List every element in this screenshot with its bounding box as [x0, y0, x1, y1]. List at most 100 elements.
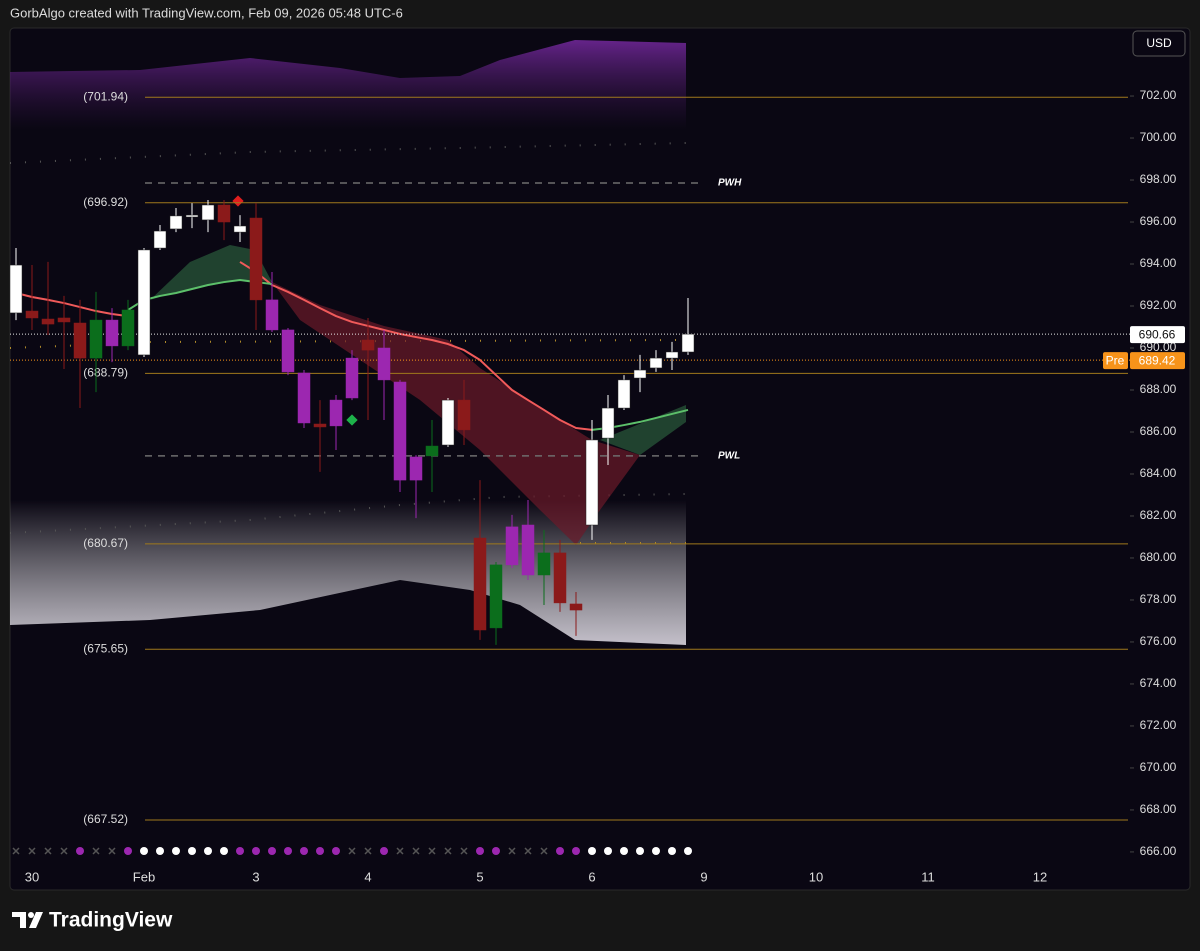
currency-label: USD: [1146, 36, 1172, 50]
signal-dot: [156, 847, 164, 855]
y-tick-label: 690.00: [1140, 340, 1177, 354]
candle-body: [249, 217, 263, 301]
signal-dot: [124, 847, 132, 855]
currency-button[interactable]: [1132, 30, 1186, 57]
candle-body: [377, 347, 391, 381]
candle-body: [329, 399, 343, 427]
signal-dot: [188, 847, 196, 855]
signal-cross: [108, 847, 116, 855]
brand-name: TradingView: [49, 909, 173, 932]
candle-body: [233, 225, 247, 233]
x-tick-label: 30: [25, 869, 39, 884]
y-tick-label: 684.00: [1140, 466, 1177, 480]
signal-dot: [652, 847, 660, 855]
y-tick-label: 670.00: [1140, 760, 1177, 774]
candle-body: [153, 230, 167, 249]
x-tick-label: 3: [252, 869, 259, 884]
y-tick-label: 692.00: [1140, 298, 1177, 312]
signal-dot: [492, 847, 500, 855]
y-tick-label: 666.00: [1140, 844, 1177, 858]
last-price-badge: [1130, 326, 1185, 344]
signal-dot: [236, 847, 244, 855]
x-tick-label: Feb: [133, 869, 155, 884]
candle-body: [409, 456, 423, 481]
signal-dot: [380, 847, 388, 855]
bull-cloud: [600, 405, 686, 455]
premarket-price-label: 689.42: [1139, 353, 1176, 367]
level-label: (675.65): [83, 641, 128, 655]
candle-body: [585, 439, 599, 526]
signal-cross: [12, 847, 20, 855]
signal-cross: [92, 847, 100, 855]
buy-signal: [346, 414, 358, 426]
candle-body: [345, 357, 359, 399]
signal-cross: [396, 847, 404, 855]
signal-dot: [572, 847, 580, 855]
candle-body: [73, 322, 87, 359]
x-tick-label: 4: [364, 869, 371, 884]
candle-body: [201, 204, 215, 221]
candle-body: [457, 399, 471, 431]
candle-body: [617, 379, 631, 409]
signal-dot: [252, 847, 260, 855]
candle-body: [10, 264, 23, 314]
signal-dot: [588, 847, 596, 855]
candle-body: [137, 249, 151, 356]
y-tick-label: 678.00: [1140, 592, 1177, 606]
logo-mark: [28, 912, 34, 918]
level-label: (688.79): [83, 366, 128, 380]
bull-cloud: [150, 245, 272, 300]
signal-dot: [332, 847, 340, 855]
x-tick-label: 6: [588, 869, 595, 884]
signal-dot: [76, 847, 84, 855]
premarket-badge: [1130, 352, 1185, 370]
candle-body: [681, 333, 695, 353]
candle-body: [121, 309, 135, 347]
candle-body: [569, 603, 583, 611]
signal-cross: [44, 847, 52, 855]
candle-body: [537, 552, 551, 576]
y-tick-label: 672.00: [1140, 718, 1177, 732]
candle-body: [169, 215, 183, 230]
signal-dot: [204, 847, 212, 855]
last-price-label: 690.66: [1139, 327, 1176, 341]
upper-band: [10, 40, 686, 130]
signal-dot: [316, 847, 324, 855]
signal-dot: [668, 847, 676, 855]
marker-label: PWL: [718, 451, 740, 462]
price-axis: 666.00 668.00 670.00 672.00 674.00 676.00 678.…: [1130, 88, 1177, 858]
candle-body: [313, 423, 327, 428]
y-tick-label: 676.00: [1140, 634, 1177, 648]
header-text: GorbAlgo created with TradingView.com, F…: [10, 5, 403, 20]
candle-body: [25, 310, 39, 319]
candle-body: [217, 204, 231, 223]
x-tick-label: 11: [921, 869, 935, 884]
candle-body: [265, 299, 279, 331]
candle-body: [633, 369, 647, 379]
candle-body: [185, 214, 199, 218]
x-tick-label: 12: [1033, 869, 1047, 884]
candle-body: [393, 381, 407, 481]
candle-body: [601, 407, 615, 439]
y-tick-label: 668.00: [1140, 802, 1177, 816]
signal-cross: [460, 847, 468, 855]
x-tick-label: 10: [809, 869, 823, 884]
indicator-line: [15, 261, 593, 431]
premarket-tag-label: Pre: [1106, 353, 1125, 367]
signal-cross: [364, 847, 372, 855]
candle-body: [41, 318, 55, 325]
candle-body: [297, 372, 311, 424]
brand-logo: [12, 912, 43, 928]
x-tick-label: 9: [700, 869, 707, 884]
signal-cross: [508, 847, 516, 855]
signal-dot: [476, 847, 484, 855]
y-tick-label: 686.00: [1140, 424, 1177, 438]
logo-mark: [12, 912, 26, 928]
candle-body: [489, 564, 503, 629]
level-label: (667.52): [83, 812, 128, 826]
candle-body: [105, 319, 119, 347]
signal-cross: [524, 847, 532, 855]
signal-dot: [636, 847, 644, 855]
candle-body: [441, 399, 455, 446]
